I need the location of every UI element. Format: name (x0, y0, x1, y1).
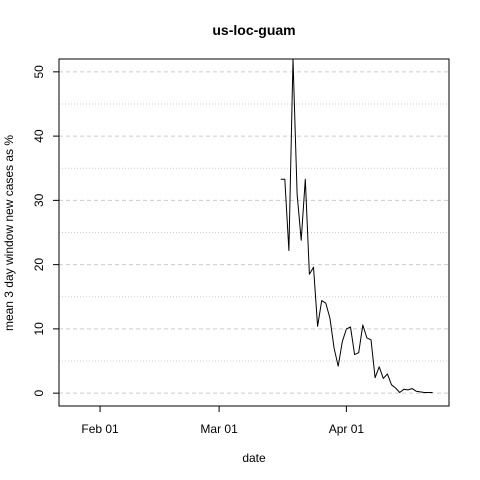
series-line (280, 59, 433, 393)
chart-title: us-loc-guam (212, 22, 295, 38)
x-tick-label: Apr 01 (329, 422, 365, 436)
y-axis-label: mean 3 day window new cases as % (2, 135, 16, 331)
y-tick-label: 0 (32, 389, 46, 396)
x-tick-label: Mar 01 (200, 422, 238, 436)
plot-border (58, 58, 450, 407)
axes: 0 10 20 30 40 50 Feb 01 Mar 01 Apr 01 (32, 65, 364, 436)
y-tick-label: 10 (32, 322, 46, 336)
y-tick-label: 50 (32, 65, 46, 79)
grid (59, 71, 449, 394)
y-tick-label: 40 (32, 129, 46, 143)
x-tick-label: Feb 01 (81, 422, 119, 436)
y-tick-label: 30 (32, 193, 46, 207)
x-axis-label: date (242, 451, 266, 465)
y-tick-label: 20 (32, 258, 46, 272)
plot-series (280, 59, 433, 393)
